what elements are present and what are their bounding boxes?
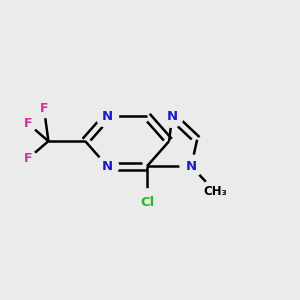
Circle shape	[19, 115, 37, 132]
Text: Cl: Cl	[140, 196, 154, 209]
Circle shape	[35, 100, 53, 118]
Text: F: F	[24, 117, 32, 130]
Circle shape	[96, 105, 118, 127]
Text: N: N	[186, 160, 197, 173]
Text: N: N	[167, 110, 178, 123]
Text: N: N	[102, 160, 113, 173]
Text: N: N	[102, 110, 113, 123]
Text: F: F	[24, 152, 32, 165]
Circle shape	[133, 189, 161, 217]
Circle shape	[161, 105, 183, 127]
Circle shape	[96, 155, 118, 177]
Circle shape	[202, 179, 227, 204]
Circle shape	[180, 155, 203, 177]
Circle shape	[19, 150, 37, 168]
Text: F: F	[40, 102, 48, 115]
Text: CH₃: CH₃	[203, 185, 227, 198]
